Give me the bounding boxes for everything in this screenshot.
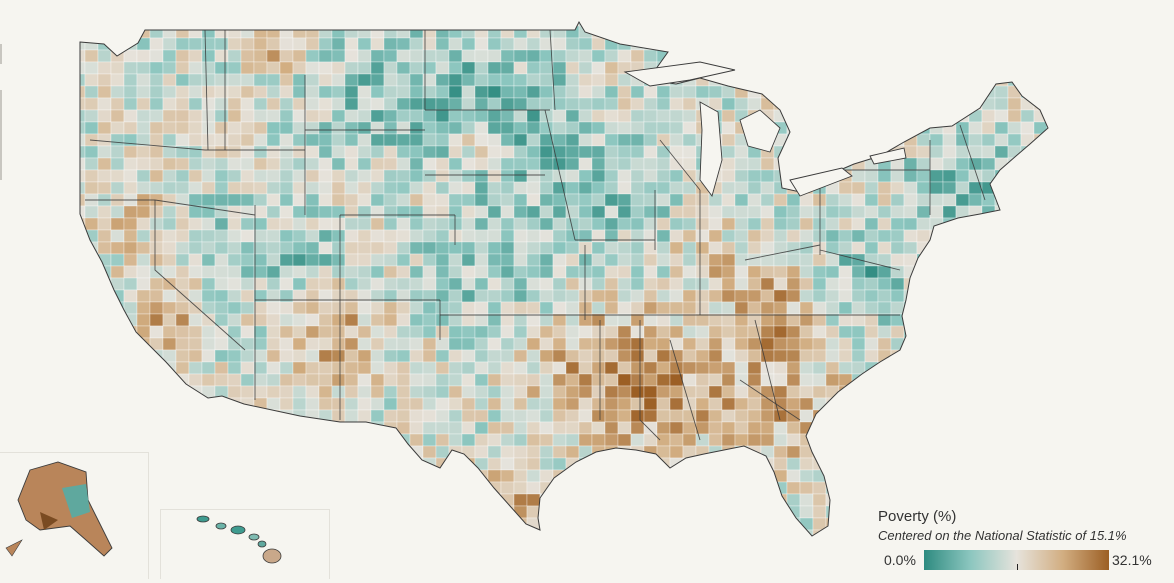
alaska-inset-map[interactable] [5, 461, 113, 557]
hawaii-inset-map[interactable] [196, 515, 282, 564]
alaska-inset-frame [0, 452, 149, 579]
county-tiles [80, 22, 1048, 536]
poverty-legend: Poverty (%) Centered on the National Sta… [876, 507, 1168, 573]
legend-max-label: 32.1% [1112, 552, 1152, 568]
legend-color-ramp [924, 550, 1109, 570]
left-edge-marker [0, 44, 2, 64]
legend-title: Poverty (%) [878, 508, 957, 525]
legend-gradient [924, 550, 1109, 570]
legend-min-label: 0.0% [884, 552, 916, 568]
legend-subtitle: Centered on the National Statistic of 15… [878, 528, 1127, 543]
legend-center-tick [1017, 564, 1018, 570]
great-lakes [623, 61, 907, 198]
state-borders [85, 29, 986, 441]
hawaii-inset-frame [160, 509, 330, 579]
left-edge-marker [0, 90, 2, 180]
